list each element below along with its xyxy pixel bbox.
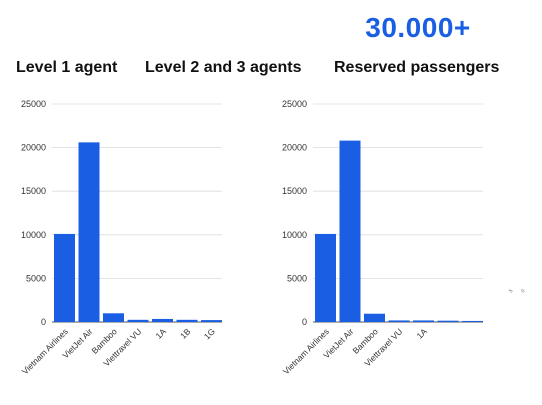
chart2-y-tick-label: 0 bbox=[302, 317, 307, 327]
header-level1-agent: Level 1 agent bbox=[16, 59, 118, 76]
chart1-bar bbox=[103, 313, 124, 322]
chart3-tick-label: 0 bbox=[520, 288, 526, 294]
header-reserved-passengers: Reserved passengers bbox=[334, 59, 500, 76]
header-level2-3-agents: Level 2 and 3 agents bbox=[145, 59, 302, 76]
chart1-bar bbox=[54, 233, 75, 322]
chart2-x-tick-label: 1A bbox=[414, 326, 429, 341]
chart2-y-tick-label: 15000 bbox=[282, 186, 307, 196]
chart1-x-tick-label: 1G bbox=[202, 326, 217, 341]
chart1-bar bbox=[78, 142, 100, 322]
chart1-bar bbox=[176, 319, 198, 322]
chart1-y-tick-label: 15000 bbox=[21, 186, 46, 196]
chart3-tick-label: 5 bbox=[508, 288, 514, 294]
chart1-y-tick-label: 25000 bbox=[21, 99, 46, 109]
chart1-x-tick-label: 1B bbox=[178, 326, 193, 341]
chart2-y-tick-label: 20000 bbox=[282, 143, 307, 153]
chart1-x-tick-label: 1A bbox=[153, 326, 168, 341]
chart1-bar bbox=[152, 318, 173, 322]
chart1-y-tick-label: 10000 bbox=[21, 230, 46, 240]
chart2-y-tick-label: 5000 bbox=[287, 273, 307, 283]
chart2-bar bbox=[462, 320, 483, 322]
chart2-bar bbox=[388, 320, 410, 322]
chart1-y-tick-label: 20000 bbox=[21, 143, 46, 153]
chart2-y-tick-label: 10000 bbox=[282, 230, 307, 240]
chart2-bar bbox=[437, 320, 459, 322]
chart1-y-tick-label: 5000 bbox=[26, 273, 46, 283]
chart2-bar bbox=[339, 140, 361, 322]
chart2-bar bbox=[413, 320, 434, 322]
chart1-bar bbox=[127, 319, 149, 322]
chart1-y-tick-label: 0 bbox=[41, 317, 46, 327]
chart2-bar bbox=[315, 233, 336, 322]
chart1-bar bbox=[201, 320, 222, 322]
chart2-bar bbox=[364, 313, 385, 322]
total-passengers-stat: 30.000+ bbox=[365, 12, 471, 43]
chart2-y-tick-label: 25000 bbox=[282, 99, 307, 109]
